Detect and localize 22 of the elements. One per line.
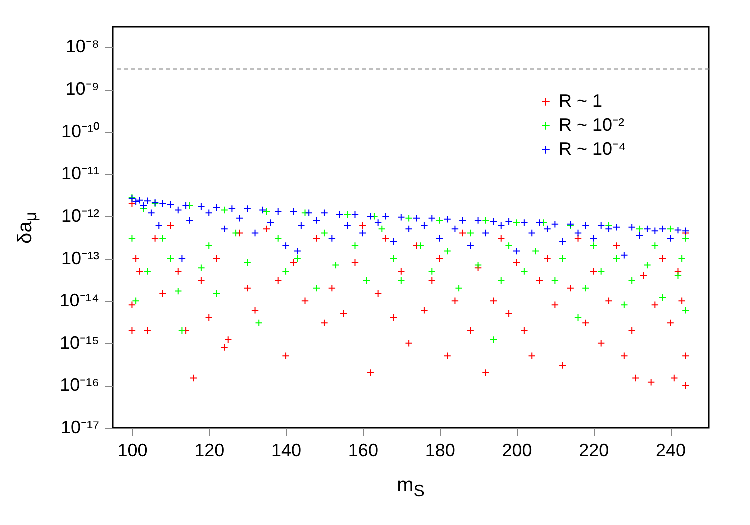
y-tick-label: 10⁻¹⁰: [61, 121, 100, 142]
x-tick-label: 180: [425, 440, 456, 460]
y-tick-label: 10⁻¹¹: [61, 164, 100, 184]
y-tick-label: 10⁻¹³: [61, 248, 100, 268]
x-axis-title: m$_{S}$: [397, 474, 425, 502]
x-tick-label: 160: [348, 440, 378, 460]
y-tick-label: 10⁻¹⁶: [60, 375, 100, 396]
x-tick-label: 100: [118, 440, 148, 460]
legend-label: R ~ 10⁻²: [559, 115, 625, 135]
y-tick-label: 10⁻¹⁵: [60, 332, 100, 353]
y-tick-label: 10⁻⁸: [66, 36, 100, 57]
x-tick-label: 140: [272, 440, 302, 460]
y-tick-label: 10⁻¹⁴: [60, 290, 100, 311]
legend-label: R ~ 1: [559, 91, 603, 111]
legend-label: R ~ 10⁻⁴: [559, 139, 626, 159]
y-tick-label: 10⁻¹⁷: [60, 418, 100, 438]
x-tick-label: 220: [579, 440, 610, 460]
x-tick-label: 120: [194, 440, 225, 460]
y-tick-label: 10⁻¹²: [61, 206, 100, 226]
x-tick-label: 240: [656, 440, 686, 460]
y-tick-label: 10⁻⁹: [66, 79, 100, 99]
x-tick-label: 200: [502, 440, 532, 460]
